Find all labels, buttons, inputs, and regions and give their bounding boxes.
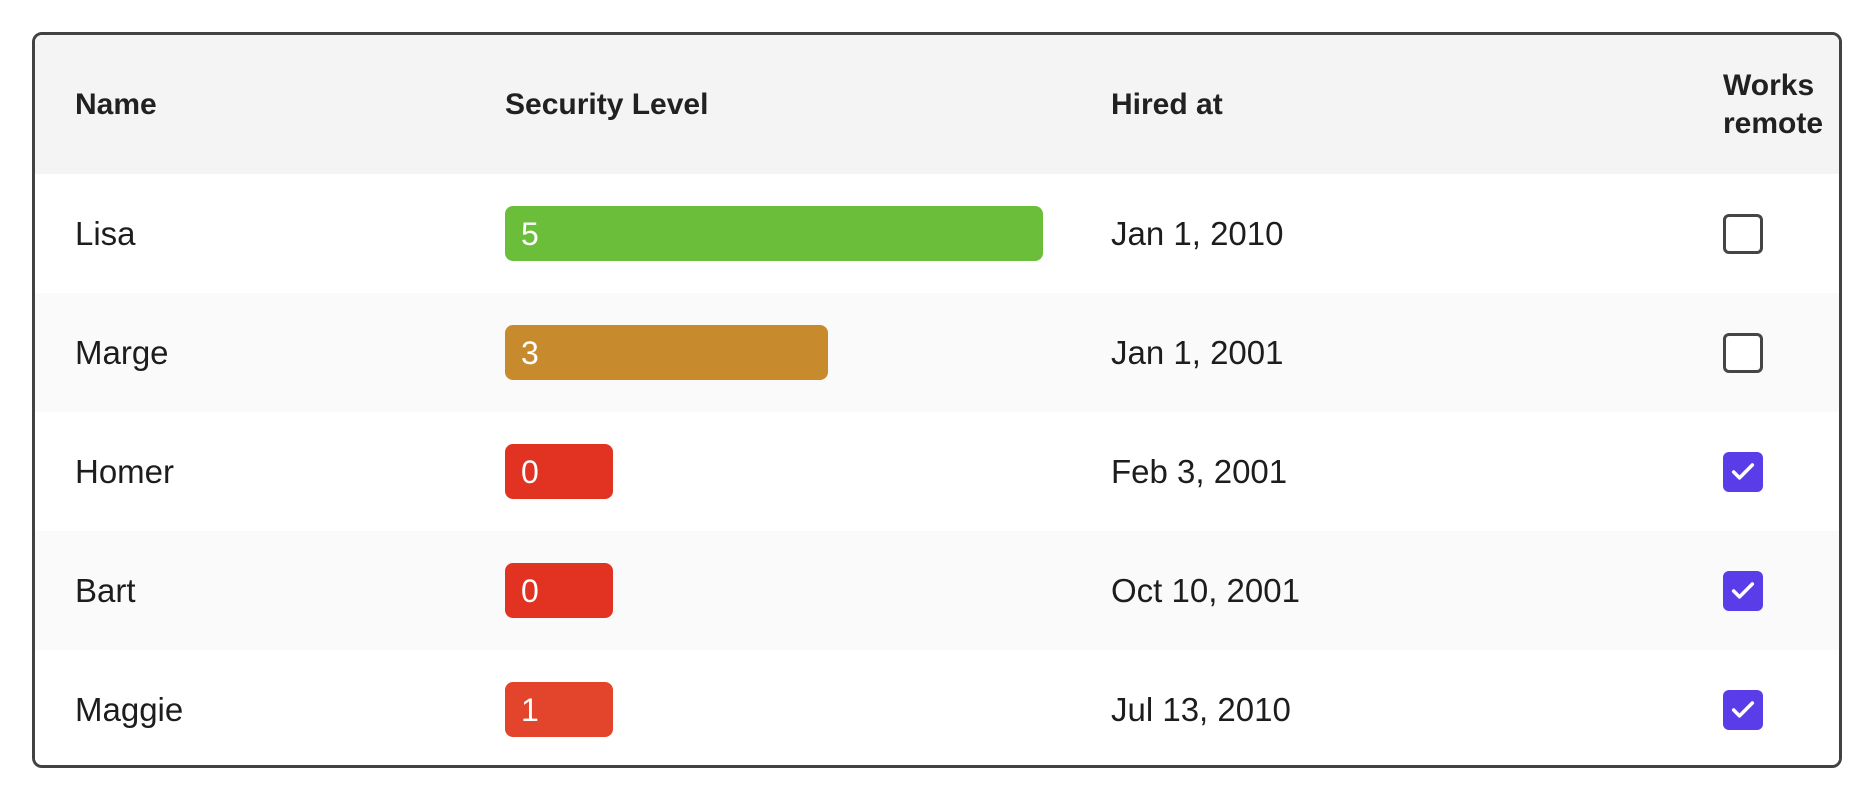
employee-table: Name Security Level Hired at Works remot… [32, 32, 1842, 768]
works-remote-cell [1723, 570, 1839, 611]
checkmark-icon [1731, 700, 1755, 718]
checkmark-icon [1731, 462, 1755, 480]
security-level-value: 5 [521, 215, 539, 252]
works-remote-cell [1723, 213, 1839, 254]
column-header-name: Name [75, 87, 157, 121]
column-header-works-remote: Works remote [1723, 68, 1824, 140]
security-level-value: 0 [521, 453, 539, 490]
column-header-security-level: Security Level [505, 87, 709, 121]
hired-at-date: Jul 13, 2010 [1111, 690, 1291, 728]
employee-name: Bart [75, 571, 136, 609]
works-remote-cell [1723, 332, 1839, 373]
works-remote-checkbox[interactable] [1723, 451, 1763, 492]
table-row: Bart 0 Oct 10, 2001 [35, 531, 1839, 650]
security-level-bar: 0 [505, 444, 613, 499]
security-level-cell: 1 [505, 682, 1111, 737]
employee-name: Homer [75, 452, 175, 490]
column-header-hired-at: Hired at [1111, 87, 1223, 121]
table-row: Marge 3 Jan 1, 2001 [35, 293, 1839, 412]
works-remote-cell [1723, 689, 1839, 730]
works-remote-checkbox[interactable] [1723, 213, 1763, 254]
security-level-cell: 0 [505, 563, 1111, 618]
security-level-value: 1 [521, 691, 539, 728]
hired-at-date: Oct 10, 2001 [1111, 571, 1300, 609]
hired-at-date: Feb 3, 2001 [1111, 452, 1288, 490]
checkmark-icon [1731, 581, 1755, 599]
works-remote-checkbox[interactable] [1723, 689, 1763, 730]
security-level-value: 3 [521, 334, 539, 371]
employee-name: Maggie [75, 690, 184, 728]
security-level-value: 0 [521, 572, 539, 609]
security-level-cell: 5 [505, 206, 1111, 261]
security-level-cell: 3 [505, 325, 1111, 380]
hired-at-date: Jan 1, 2001 [1111, 333, 1284, 371]
table-body: Lisa 5 Jan 1, 2010 Marge 3 Jan 1, 2001 [35, 174, 1839, 765]
security-level-bar: 1 [505, 682, 613, 737]
security-level-bar: 5 [505, 206, 1043, 261]
hired-at-date: Jan 1, 2010 [1111, 214, 1284, 252]
employee-name: Lisa [75, 214, 136, 252]
works-remote-checkbox[interactable] [1723, 570, 1763, 611]
works-remote-checkbox[interactable] [1723, 332, 1763, 373]
security-level-bar: 0 [505, 563, 613, 618]
employee-name: Marge [75, 333, 169, 371]
security-level-bar: 3 [505, 325, 828, 380]
table-header-row: Name Security Level Hired at Works remot… [35, 35, 1839, 174]
works-remote-cell [1723, 451, 1839, 492]
table-row: Homer 0 Feb 3, 2001 [35, 412, 1839, 531]
table-row: Maggie 1 Jul 13, 2010 [35, 650, 1839, 765]
security-level-cell: 0 [505, 444, 1111, 499]
table-row: Lisa 5 Jan 1, 2010 [35, 174, 1839, 293]
